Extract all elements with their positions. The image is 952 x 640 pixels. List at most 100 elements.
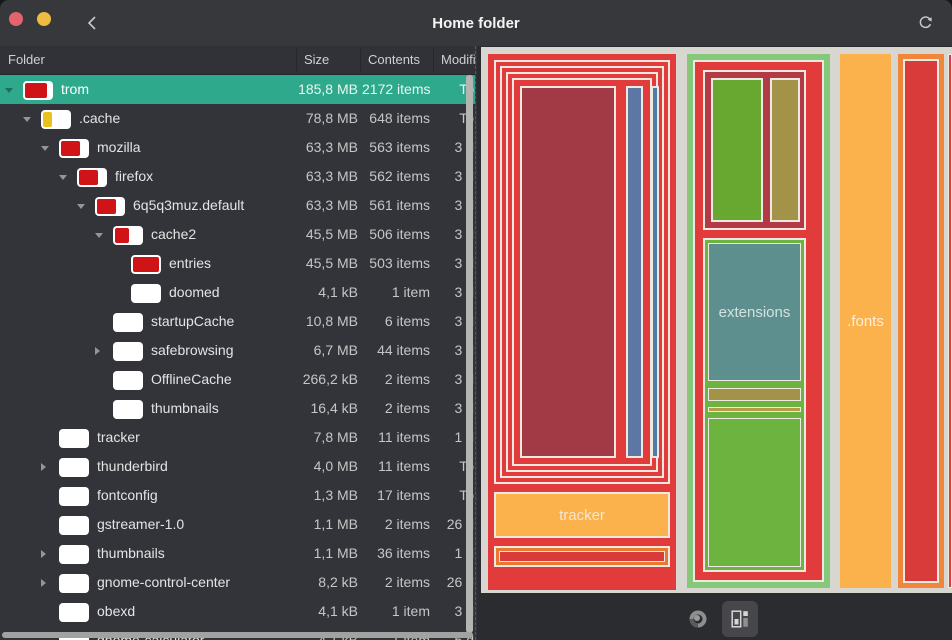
modified-cell: 3 d bbox=[454, 313, 474, 329]
table-row[interactable]: gnome-control-center 8,2 kB 2 items 26 d bbox=[0, 568, 475, 597]
collapse-arrow-icon[interactable] bbox=[77, 203, 85, 209]
treemap-block-green-fill[interactable] bbox=[708, 418, 801, 567]
folder-name: gnome-control-center bbox=[97, 574, 231, 590]
table-row[interactable]: doomed 4,1 kB 1 item 3 d bbox=[0, 278, 475, 307]
treemap-block-olive-bar[interactable] bbox=[708, 388, 801, 401]
folder-name: thumbnails bbox=[97, 545, 165, 561]
treemap-block-green-group[interactable]: extensions bbox=[687, 54, 830, 588]
table-row[interactable]: tracker 7,8 MB 11 items 1 d bbox=[0, 423, 475, 452]
collapse-arrow-icon[interactable] bbox=[59, 174, 67, 180]
size-cell: 16,4 kB bbox=[310, 400, 358, 416]
table-row[interactable]: fontconfig 1,3 MB 17 itemsTo bbox=[0, 481, 475, 510]
modified-cell: To bbox=[400, 481, 474, 510]
folder-name: .cache bbox=[79, 110, 121, 126]
usage-meter-icon bbox=[77, 167, 107, 187]
treemap-block-orange-group[interactable] bbox=[898, 54, 944, 588]
table-row[interactable]: thumbnails 16,4 kB 2 items 3 d bbox=[0, 394, 475, 423]
treemap-block-tracker[interactable]: tracker bbox=[494, 492, 670, 538]
horizontal-scrollbar[interactable] bbox=[2, 632, 473, 638]
column-header-size[interactable]: Size bbox=[304, 52, 330, 67]
treemap-block-extensions[interactable]: extensions bbox=[708, 243, 801, 381]
treemap-chart-icon bbox=[731, 610, 748, 628]
table-row[interactable]: 6q5q3muz.default 63,3 MB 561 items 3 d bbox=[0, 191, 475, 220]
treemap-block-mozilla[interactable] bbox=[494, 60, 670, 484]
treemap-block-entries[interactable] bbox=[520, 86, 616, 458]
table-row[interactable]: OfflineCache 266,2 kB 2 items 3 d bbox=[0, 365, 475, 394]
column-header-folder[interactable]: Folder bbox=[8, 52, 45, 67]
contents-cell: 2 items bbox=[384, 400, 430, 416]
table-row[interactable]: obexd 4,1 kB 1 item 3 d bbox=[0, 597, 475, 626]
folder-name: thunderbird bbox=[97, 458, 168, 474]
close-button[interactable] bbox=[9, 12, 23, 26]
treemap-view-button[interactable] bbox=[722, 601, 758, 637]
usage-meter-icon bbox=[41, 109, 71, 129]
treemap-block-firefox[interactable] bbox=[500, 66, 664, 478]
rings-chart-view-button[interactable] bbox=[680, 601, 716, 637]
table-row[interactable]: .cache 78,8 MB 648 itemsTo bbox=[0, 104, 475, 133]
table-row[interactable]: firefox 63,3 MB 562 items 3 d bbox=[0, 162, 475, 191]
table-row[interactable]: gstreamer-1.0 1,1 MB 2 items 26 d bbox=[0, 510, 475, 539]
modified-cell: 3 d bbox=[454, 603, 474, 619]
treemap-block-file[interactable] bbox=[651, 86, 659, 458]
table-row[interactable]: thumbnails 1,1 MB 36 items 1 d bbox=[0, 539, 475, 568]
treemap-label-tracker: tracker bbox=[559, 506, 605, 524]
folder-name: cache2 bbox=[151, 226, 197, 242]
refresh-button[interactable] bbox=[914, 9, 936, 35]
column-divider bbox=[360, 49, 361, 71]
column-header-modified[interactable]: Modified bbox=[441, 52, 476, 67]
size-cell: 63,3 MB bbox=[305, 139, 358, 155]
treemap-block-clipped[interactable] bbox=[948, 54, 952, 588]
modified-cell: 3 d bbox=[454, 400, 474, 416]
treemap-block-olive-line[interactable] bbox=[708, 407, 801, 412]
collapse-arrow-icon[interactable] bbox=[95, 232, 103, 238]
folder-name: doomed bbox=[169, 284, 220, 300]
expand-arrow-icon[interactable] bbox=[41, 462, 46, 471]
treemap-block-red-ring[interactable]: extensions bbox=[693, 60, 824, 582]
expand-arrow-icon[interactable] bbox=[95, 346, 100, 355]
usage-meter-icon bbox=[59, 486, 89, 506]
treemap-block-olive-rect[interactable] bbox=[770, 78, 800, 222]
table-row[interactable]: safebrowsing 6,7 MB 44 items 3 d bbox=[0, 336, 475, 365]
collapse-arrow-icon[interactable] bbox=[41, 145, 49, 151]
collapse-arrow-icon[interactable] bbox=[23, 116, 31, 122]
back-button[interactable] bbox=[80, 8, 104, 38]
treemap-block-red-bar[interactable] bbox=[499, 551, 665, 562]
usage-meter-icon bbox=[95, 196, 125, 216]
folder-name: trom bbox=[61, 81, 89, 97]
expand-arrow-icon[interactable] bbox=[41, 549, 46, 558]
contents-cell: 1 item bbox=[391, 284, 430, 300]
treemap-label-extensions: extensions bbox=[718, 303, 791, 321]
treemap-block-fonts[interactable]: .fonts bbox=[840, 54, 891, 588]
treemap-block-red-fill[interactable] bbox=[903, 59, 939, 583]
treemap-block-maroon-group[interactable] bbox=[703, 70, 806, 230]
treemap-block-profile[interactable] bbox=[506, 72, 659, 472]
table-row[interactable]: cache2 45,5 MB 506 items 3 d bbox=[0, 220, 475, 249]
size-cell: 1,1 MB bbox=[313, 516, 358, 532]
size-cell: 1,3 MB bbox=[313, 487, 358, 503]
treemap-block-cache2[interactable] bbox=[512, 78, 659, 466]
contents-cell: 2172 items bbox=[362, 81, 431, 97]
table-row[interactable]: thunderbird 4,0 MB 11 itemsTo bbox=[0, 452, 475, 481]
table-row[interactable]: entries 45,5 MB 503 items 3 d bbox=[0, 249, 475, 278]
size-cell: 8,2 kB bbox=[318, 574, 358, 590]
expand-arrow-icon[interactable] bbox=[41, 578, 46, 587]
folder-name: thumbnails bbox=[151, 400, 219, 416]
size-cell: 63,3 MB bbox=[305, 197, 358, 213]
column-divider bbox=[296, 49, 297, 71]
treemap-block-orange-frame[interactable] bbox=[494, 546, 670, 567]
folder-name: mozilla bbox=[97, 139, 141, 155]
table-row[interactable]: mozilla 63,3 MB 563 items 3 d bbox=[0, 133, 475, 162]
column-header-contents[interactable]: Contents bbox=[368, 52, 421, 67]
usage-meter-icon bbox=[23, 80, 53, 100]
treemap-block-file[interactable] bbox=[626, 86, 643, 458]
collapse-arrow-icon[interactable] bbox=[5, 87, 13, 93]
vertical-scrollbar[interactable] bbox=[466, 75, 473, 633]
treemap-block-green-rect[interactable] bbox=[711, 78, 763, 222]
treemap-block-green-region[interactable]: extensions bbox=[703, 238, 806, 572]
minimize-button[interactable] bbox=[37, 12, 51, 26]
treemap-block-cache[interactable]: tracker bbox=[488, 54, 676, 590]
table-row[interactable]: startupCache 10,8 MB 6 items 3 d bbox=[0, 307, 475, 336]
size-cell: 4,1 kB bbox=[318, 603, 358, 619]
